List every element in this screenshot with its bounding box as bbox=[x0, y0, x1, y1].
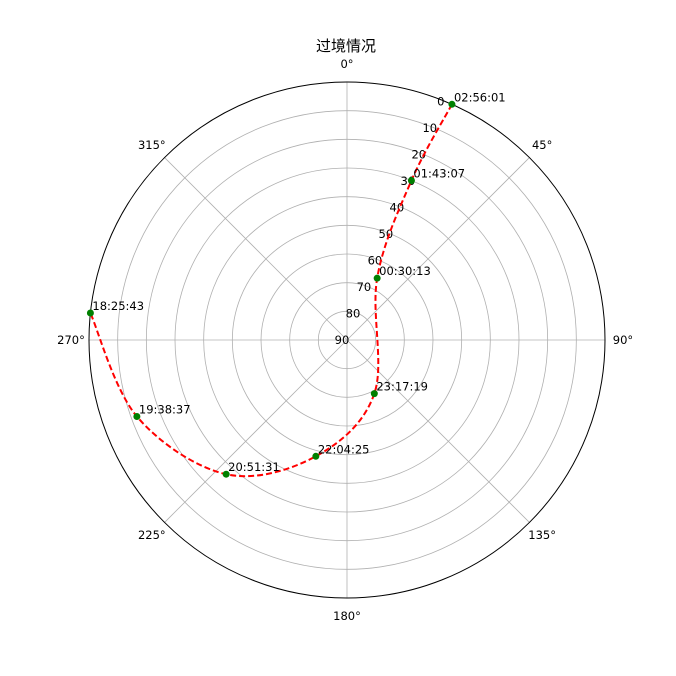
spoke-gridline bbox=[346, 339, 530, 523]
pass-track-line bbox=[89, 103, 453, 478]
pass-time-label: 02:56:01 bbox=[454, 90, 506, 104]
pass-markers bbox=[86, 100, 456, 478]
radial-tick-label: 20 bbox=[411, 148, 426, 162]
theta-tick-label: 45° bbox=[532, 138, 552, 152]
spoke-gridline bbox=[346, 157, 530, 341]
pass-time-label: 23:17:19 bbox=[376, 380, 428, 394]
theta-tick-label: 180° bbox=[333, 609, 361, 623]
radial-tick-label: 70 bbox=[357, 280, 372, 294]
chart-title: 过境情况 bbox=[316, 37, 376, 55]
radial-tick-label: 80 bbox=[346, 307, 361, 321]
theta-tick-label: 225° bbox=[138, 528, 166, 542]
pass-marker bbox=[407, 177, 415, 185]
theta-tick-label: 135° bbox=[528, 528, 556, 542]
pass-time-labels: 02:56:01 01:43:07 00:30:13 23:17:19 22:04:25… bbox=[92, 90, 505, 474]
pass-marker bbox=[133, 412, 141, 420]
pass-marker bbox=[370, 390, 378, 398]
pass-marker bbox=[222, 470, 230, 478]
pass-time-label: 00:30:13 bbox=[379, 264, 431, 278]
pass-marker bbox=[373, 274, 381, 282]
radial-tick-label: 60 bbox=[368, 254, 383, 268]
theta-tick-label: 0° bbox=[340, 57, 353, 71]
pass-time-label: 20:51:31 bbox=[228, 460, 280, 474]
theta-tick-label: 90° bbox=[613, 333, 633, 347]
radial-tick-label: 0 bbox=[437, 95, 444, 109]
pass-marker bbox=[448, 100, 456, 108]
pass-time-label: 18:25:43 bbox=[92, 299, 144, 313]
theta-tick-label: 270° bbox=[57, 333, 85, 347]
theta-tick-labels: 0° 45° 90° 135° 180° 225° 270° 315° bbox=[57, 57, 633, 623]
radial-tick-label: 10 bbox=[422, 121, 437, 135]
pass-time-label: 01:43:07 bbox=[413, 167, 465, 181]
pass-time-label: 19:38:37 bbox=[139, 402, 191, 416]
pass-time-label: 22:04:25 bbox=[318, 442, 370, 456]
theta-tick-label: 315° bbox=[138, 138, 166, 152]
spoke-gridline bbox=[164, 157, 348, 341]
pass-marker bbox=[312, 452, 320, 460]
radial-tick-label: 90 bbox=[335, 333, 350, 347]
polar-frame bbox=[88, 81, 606, 599]
pass-marker bbox=[86, 309, 94, 317]
spoke-gridline bbox=[164, 339, 348, 523]
